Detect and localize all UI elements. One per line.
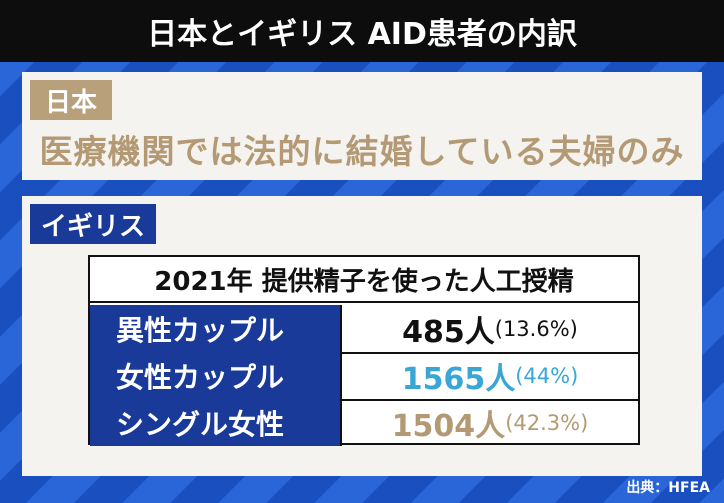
title: 日本とイギリス AID患者の内訳 <box>0 0 724 62</box>
table-row: 異性カップル 485人 (13.6%) <box>90 305 638 354</box>
row-value: 485人 (13.6%) <box>342 305 638 352</box>
table-row: シングル女性 1504人 (42.3%) <box>90 399 638 446</box>
share: (13.6%) <box>494 316 578 341</box>
japan-panel <box>22 72 702 180</box>
count: 485人 <box>402 314 495 350</box>
share: (44%) <box>515 363 579 388</box>
row-label: 異性カップル <box>90 305 342 352</box>
uk-label: イギリス <box>30 204 156 244</box>
source: 出典：HFEA <box>626 480 710 496</box>
japan-label: 日本 <box>30 80 112 120</box>
share: (42.3%) <box>505 410 589 435</box>
japan-text: 医療機関では法的に結婚している夫婦のみ <box>39 132 685 171</box>
row-label: 女性カップル <box>90 352 342 399</box>
row-value: 1565人 (44%) <box>342 352 638 399</box>
count: 1565人 <box>401 361 516 397</box>
row-value: 1504人 (42.3%) <box>342 399 638 446</box>
table: 2021年 提供精子を使った人工授精 異性カップル 485人 (13.6%) 女性カッ… <box>88 255 640 446</box>
count: 1504人 <box>391 408 506 444</box>
table-row: 女性カップル 1565人 (44%) <box>90 352 638 401</box>
row-label: シングル女性 <box>90 399 342 446</box>
table-title: 2021年 提供精子を使った人工授精 <box>90 257 638 303</box>
